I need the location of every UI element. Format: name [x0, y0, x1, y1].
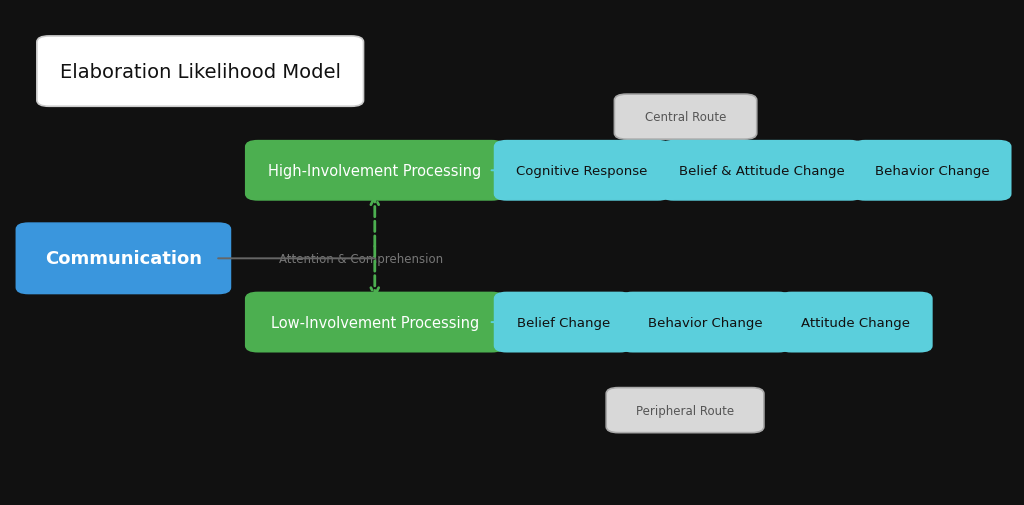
Text: Cognitive Response: Cognitive Response: [516, 165, 648, 177]
Text: Communication: Communication: [45, 250, 202, 268]
Text: Attitude Change: Attitude Change: [801, 316, 910, 329]
FancyBboxPatch shape: [662, 141, 862, 200]
FancyBboxPatch shape: [621, 293, 791, 352]
Text: Low-Involvement Processing: Low-Involvement Processing: [270, 315, 479, 330]
Text: Behavior Change: Behavior Change: [874, 165, 989, 177]
Text: Peripheral Route: Peripheral Route: [636, 404, 734, 417]
Text: Central Route: Central Route: [645, 111, 726, 124]
Text: Belief Change: Belief Change: [516, 316, 610, 329]
Text: Behavior Change: Behavior Change: [648, 316, 763, 329]
FancyBboxPatch shape: [246, 141, 504, 200]
FancyBboxPatch shape: [614, 95, 757, 140]
FancyBboxPatch shape: [495, 141, 670, 200]
Text: High-Involvement Processing: High-Involvement Processing: [268, 164, 481, 178]
FancyBboxPatch shape: [853, 141, 1011, 200]
Text: Attention & Comprehension: Attention & Comprehension: [279, 252, 442, 266]
Text: Belief & Attitude Change: Belief & Attitude Change: [679, 165, 845, 177]
FancyBboxPatch shape: [37, 37, 364, 107]
FancyBboxPatch shape: [246, 293, 504, 352]
FancyBboxPatch shape: [779, 293, 932, 352]
FancyBboxPatch shape: [606, 388, 764, 433]
FancyBboxPatch shape: [16, 224, 230, 294]
Text: Elaboration Likelihood Model: Elaboration Likelihood Model: [59, 63, 341, 81]
FancyBboxPatch shape: [495, 293, 632, 352]
